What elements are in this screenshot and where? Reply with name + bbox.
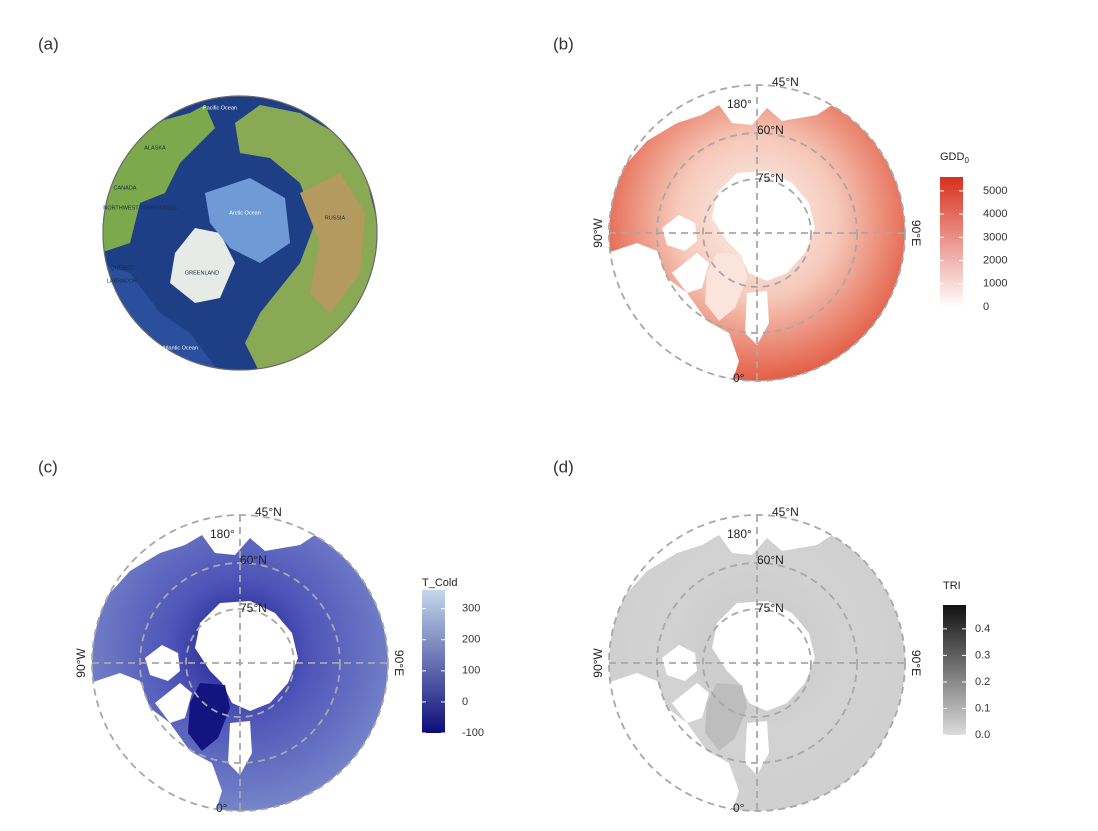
graticule-label: 75°N xyxy=(757,171,784,185)
colorbar-tick-label: -100 xyxy=(462,727,484,739)
graticule-label: 60°N xyxy=(757,123,784,137)
colorbar xyxy=(940,177,963,307)
legend-title: TRI xyxy=(943,580,961,592)
polar-map: 45°N 180° 60°N 75°N 0° 90°W 90°E xyxy=(74,505,406,815)
legend-title-subscript: 0 xyxy=(964,156,969,165)
polar-map: 45°N 180° 60°N 75°N 0° 90°W 90°E xyxy=(591,75,923,385)
colorbar-tick-label: 0 xyxy=(983,301,989,313)
legend-title: T_Cold xyxy=(422,577,457,589)
colorbar-tick-label: 4000 xyxy=(983,208,1007,220)
colorbar-tick-label: 2000 xyxy=(983,254,1007,266)
legend-title-text: TRI xyxy=(943,580,961,592)
colorbar-tick-label: 0.1 xyxy=(975,702,990,714)
graticule-label: 90°E xyxy=(909,650,923,676)
panel-label: (b) xyxy=(553,34,574,53)
graticule-label: 90°E xyxy=(909,220,923,246)
graticule-circle xyxy=(702,178,812,288)
panel-label: (a) xyxy=(38,34,59,53)
place-name: LABRADOR xyxy=(107,278,137,284)
colorbar-tick-label: 0.0 xyxy=(975,729,990,741)
place-name: Pacific Ocean xyxy=(203,105,237,111)
graticule-circle xyxy=(185,608,295,718)
graticule-label: 90°W xyxy=(74,648,88,678)
graticule-label: 0° xyxy=(733,801,745,815)
place-name: Arctic Ocean xyxy=(229,210,260,216)
graticule-label: 45°N xyxy=(772,75,799,89)
colorbar-tick-label: 0.3 xyxy=(975,649,990,661)
place-name: CANADA xyxy=(114,185,137,191)
panel-label: (c) xyxy=(38,457,58,476)
legend-title-text: T_Cold xyxy=(422,577,457,589)
colorbar-tick-label: 1000 xyxy=(983,278,1007,290)
graticule-label: 60°N xyxy=(757,553,784,567)
legend-title-text: GDD xyxy=(940,151,965,163)
graticule-label: 180° xyxy=(727,527,752,541)
panel-a-map: Pacific Ocean ALASKA CANADA NORTHWEST TERRI… xyxy=(102,95,378,371)
graticule-label: 90°W xyxy=(591,648,605,678)
graticule-label: 45°N xyxy=(772,505,799,519)
colorbar-tick-label: 100 xyxy=(462,665,480,677)
colorbar xyxy=(422,590,445,733)
graticule-label: 60°N xyxy=(240,553,267,567)
place-name: Atlantic Ocean xyxy=(162,345,198,351)
graticule-circle xyxy=(702,608,812,718)
graticule-label: 45°N xyxy=(255,505,282,519)
colorbar-tick-label: 0.4 xyxy=(975,623,990,635)
place-name: QUEBEC xyxy=(110,265,133,271)
colorbar-tick-label: 200 xyxy=(462,634,480,646)
graticule-label: 180° xyxy=(727,97,752,111)
graticule-label: 0° xyxy=(733,371,745,385)
colorbar-tick-label: 0 xyxy=(462,696,468,708)
colorbar-tick-label: 0.2 xyxy=(975,676,990,688)
place-name: NORTHWEST TERRITORIES xyxy=(103,205,177,211)
graticule-label: 90°E xyxy=(392,650,406,676)
colorbar xyxy=(943,605,966,735)
graticule-label: 90°W xyxy=(591,218,605,248)
colorbar-tick-label: 5000 xyxy=(983,185,1007,197)
place-name: GREENLAND xyxy=(185,270,219,276)
graticule-label: 180° xyxy=(210,527,235,541)
graticule-label: 0° xyxy=(216,801,228,815)
colorbar-tick-label: 300 xyxy=(462,603,480,615)
colorbar-tick-label: 3000 xyxy=(983,231,1007,243)
graticule-label: 75°N xyxy=(757,601,784,615)
graticule-label: 75°N xyxy=(240,601,267,615)
panel-label: (d) xyxy=(553,457,574,476)
polar-map: 45°N 180° 60°N 75°N 0° 90°W 90°E xyxy=(591,505,923,815)
place-name: ALASKA xyxy=(144,145,166,151)
place-name: RUSSIA xyxy=(325,215,346,221)
legend-title: GDD0 xyxy=(940,151,969,165)
